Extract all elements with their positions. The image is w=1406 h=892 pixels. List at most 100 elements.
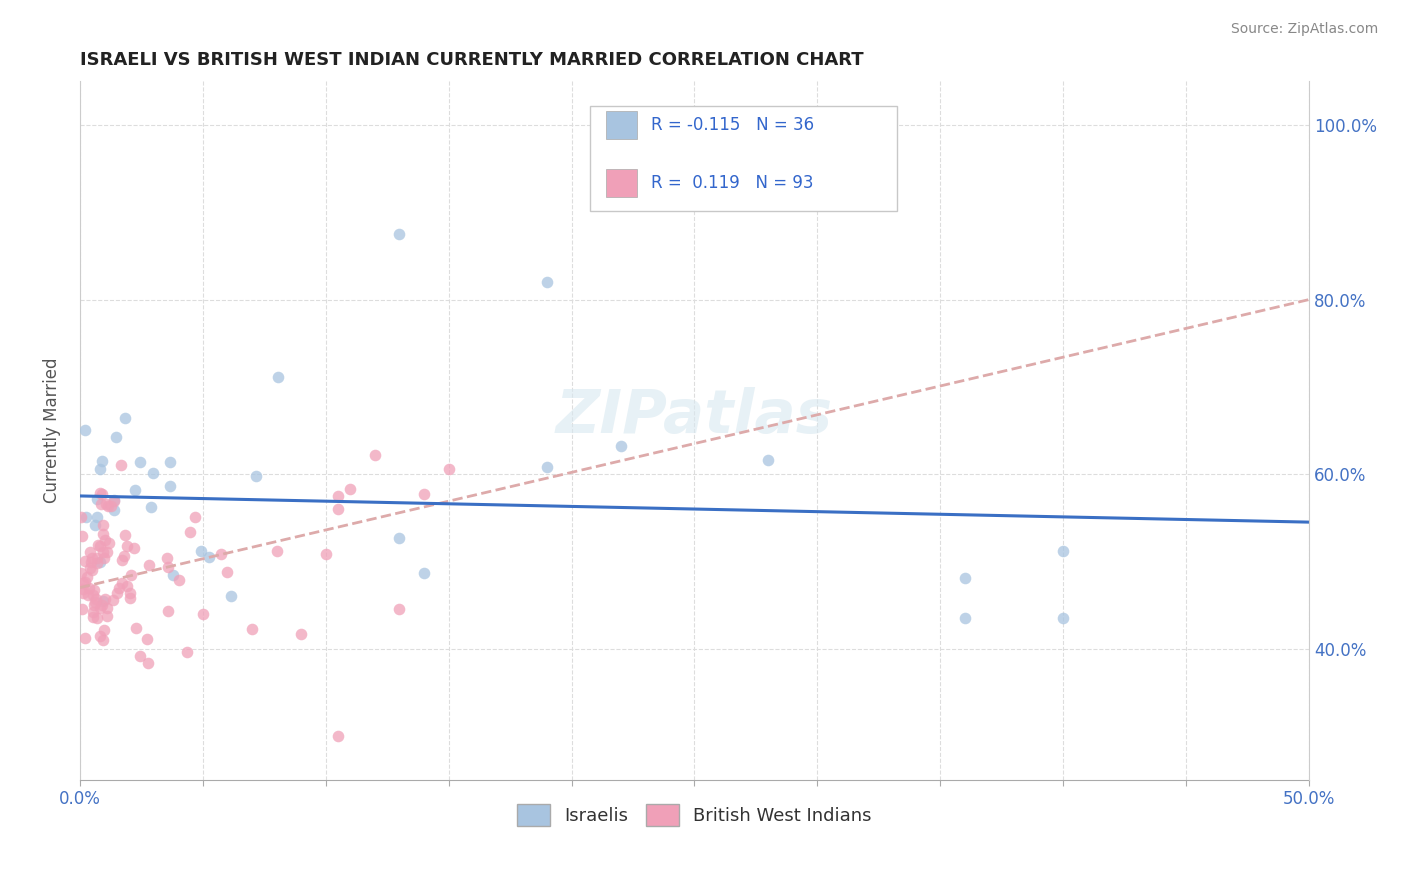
Point (190, 544, 212, 558)
Point (91, 545, 114, 559)
Point (953, 571, 976, 585)
Point (245, 469, 267, 483)
Point (82, 588, 104, 602)
Point (100, 500, 122, 514)
Point (83, 517, 105, 532)
Point (83, 583, 105, 598)
Point (240, 622, 263, 636)
Point (156, 551, 179, 566)
Point (115, 539, 138, 553)
Text: R = -0.115   N = 36: R = -0.115 N = 36 (651, 116, 814, 134)
Point (217, 565, 239, 579)
Point (108, 581, 131, 595)
Point (89, 485, 111, 500)
Point (162, 568, 184, 582)
Point (388, 601, 411, 615)
Point (72, 582, 94, 597)
Point (96, 600, 118, 615)
Point (179, 524, 201, 539)
Point (157, 604, 180, 618)
Point (125, 621, 148, 635)
Point (89, 629, 111, 643)
Point (70, 510, 93, 524)
Point (80, 555, 103, 569)
Point (89, 600, 111, 615)
Point (82, 610, 104, 624)
Point (120, 567, 142, 582)
Point (114, 528, 136, 542)
Text: Source: ZipAtlas.com: Source: ZipAtlas.com (1230, 22, 1378, 37)
Point (136, 632, 159, 647)
Point (93, 623, 115, 637)
Point (73, 554, 96, 568)
Point (159, 478, 181, 492)
Point (159, 455, 181, 469)
Point (70, 601, 93, 615)
Point (118, 591, 141, 605)
Point (91, 527, 114, 541)
Point (388, 531, 411, 545)
Point (122, 541, 145, 556)
Point (86, 539, 108, 553)
Point (80, 563, 103, 577)
Point (93, 551, 115, 566)
Point (413, 566, 436, 580)
Point (91, 598, 114, 612)
Point (756, 452, 779, 467)
Text: ISRAELI VS BRITISH WEST INDIAN CURRENTLY MARRIED CORRELATION CHART: ISRAELI VS BRITISH WEST INDIAN CURRENTLY… (80, 51, 863, 69)
Point (103, 494, 125, 508)
Point (183, 509, 205, 524)
Point (75, 510, 97, 524)
Point (96, 609, 118, 624)
Point (326, 502, 349, 516)
Point (76, 570, 98, 584)
Point (138, 558, 160, 573)
Point (536, 275, 558, 289)
FancyBboxPatch shape (606, 169, 637, 196)
Point (79, 544, 101, 558)
Point (89, 462, 111, 476)
Point (413, 487, 436, 501)
Point (142, 467, 165, 481)
Point (86, 556, 108, 570)
Point (118, 586, 141, 600)
Point (105, 586, 128, 600)
Point (91, 487, 114, 501)
FancyBboxPatch shape (606, 111, 637, 138)
Point (94, 533, 117, 548)
Point (73, 423, 96, 437)
Point (89, 555, 111, 569)
Point (75, 632, 97, 646)
Point (176, 645, 198, 659)
Point (209, 547, 232, 561)
Point (98, 535, 121, 549)
Point (139, 500, 162, 515)
Point (111, 553, 134, 567)
Point (97, 500, 120, 514)
Point (82, 605, 104, 619)
Point (167, 573, 190, 587)
Point (219, 589, 242, 603)
Point (91, 518, 114, 533)
Point (86, 491, 108, 506)
Point (128, 455, 150, 469)
Point (103, 493, 125, 508)
Point (75, 575, 97, 590)
Point (1052, 611, 1074, 625)
Point (193, 607, 215, 621)
Point (326, 729, 349, 743)
Point (86, 611, 108, 625)
Point (94, 591, 117, 606)
Point (84, 592, 107, 607)
Point (536, 460, 558, 475)
Point (266, 370, 288, 384)
Point (83, 598, 105, 612)
Point (72, 529, 94, 543)
Point (111, 575, 134, 590)
FancyBboxPatch shape (591, 106, 897, 211)
Point (77, 588, 100, 602)
Point (104, 430, 127, 444)
Point (79, 561, 101, 575)
Point (90, 454, 112, 468)
Point (101, 592, 124, 607)
